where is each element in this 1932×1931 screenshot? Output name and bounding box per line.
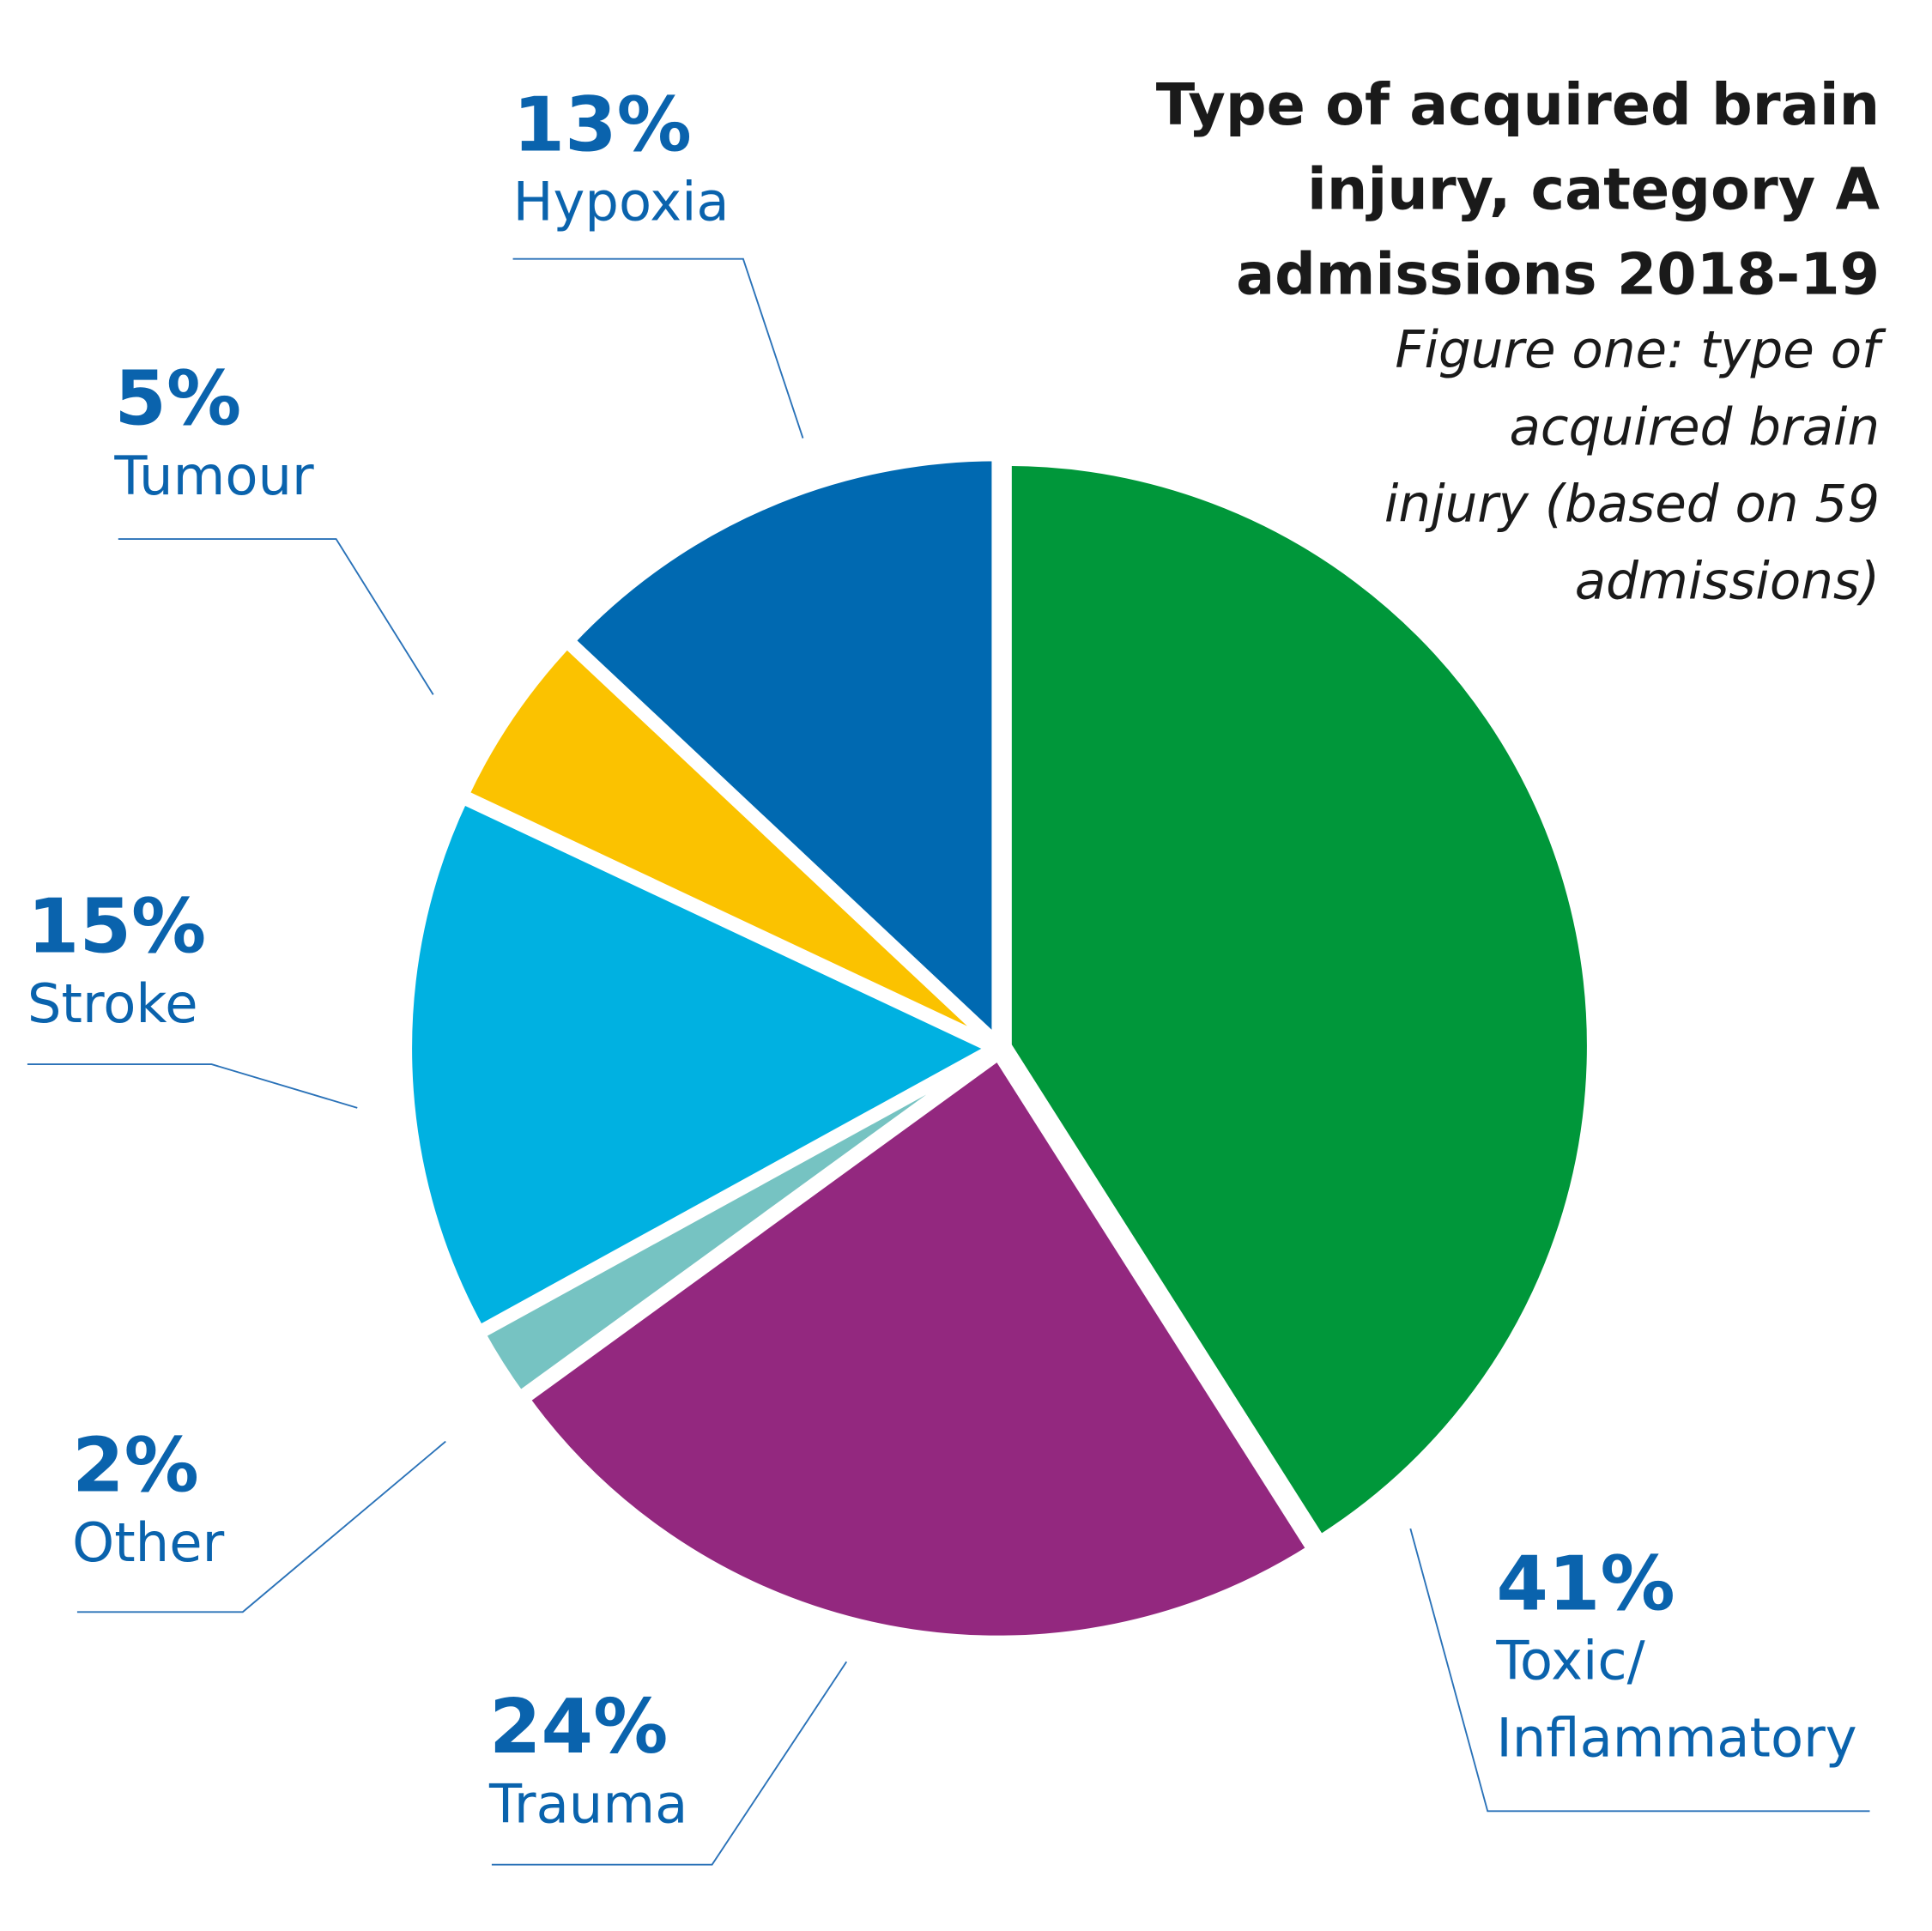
pie-slice [402,794,997,1335]
pie-slice [1002,456,1597,1546]
value-label: 2% [72,1422,199,1510]
value-label: 24% [489,1684,669,1771]
leader-line [27,1063,358,1109]
leader-line [76,1440,446,1613]
category-label: Toxic/ Inflammatory [1496,1631,1857,1771]
leader-line [512,257,804,439]
category-label: Trauma [489,1773,688,1837]
chart-subtitle: Figure one: type of acquired brain injur… [1384,319,1881,612]
leader-line [118,538,434,695]
category-label: Tumour [114,445,314,508]
value-label: 15% [27,883,207,972]
category-label: Other [72,1512,225,1575]
value-label: 41% [1496,1541,1675,1629]
leader-line [491,1661,848,1866]
category-label: Stroke [27,973,198,1036]
category-label: Hypoxia [512,172,730,234]
chart-title: Type of acquired brain injury, category … [1155,70,1881,308]
value-label: 13% [512,82,692,170]
leader-line [1409,1528,1870,1813]
value-label: 5% [114,355,242,444]
pie-slice [519,1050,1317,1646]
pie-slice [565,451,1002,1047]
pie-slice [458,638,999,1050]
